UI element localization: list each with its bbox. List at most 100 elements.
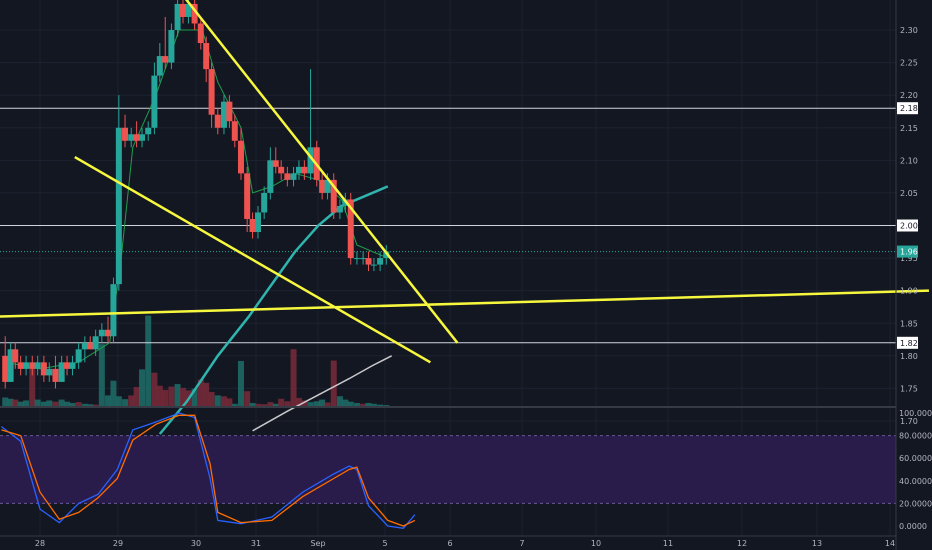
price-tick-label: 2.05: [900, 189, 918, 198]
candle-body: [208, 69, 215, 115]
volume-bar: [244, 391, 251, 408]
trendline: [74, 155, 431, 364]
volume-bar: [75, 402, 82, 408]
volume-bar: [34, 399, 41, 408]
candle-body: [377, 258, 384, 265]
volume-bar: [197, 379, 204, 408]
candle-body: [23, 362, 30, 369]
volume-bar: [168, 386, 175, 408]
trendline: [184, 0, 459, 344]
volume-ma-line: [252, 355, 393, 432]
volume-bar: [17, 401, 24, 408]
candle-body: [64, 362, 71, 369]
volume-bar: [81, 403, 88, 408]
volume-bar: [133, 387, 140, 408]
candle-body: [7, 349, 14, 382]
volume-bar: [64, 401, 71, 408]
volume-bar: [7, 398, 14, 408]
candle-body: [353, 258, 360, 260]
axis-labels: 28 29 30 31 Sep 5 6 7 10 11 12 13 14 2.30 2.25 2.20 2.15…: [35, 26, 932, 548]
volume-bar: [295, 397, 302, 408]
candle-body: [261, 192, 268, 213]
candle-body: [75, 349, 82, 363]
candle-body: [301, 166, 308, 174]
volume-bar: [272, 403, 279, 408]
candle-body: [203, 43, 210, 70]
candle-body: [105, 329, 112, 337]
date-label: 30: [191, 539, 201, 548]
candle-body: [52, 368, 59, 382]
candle-body: [330, 179, 337, 213]
oscillator-tick-label: 40.0000: [899, 477, 932, 486]
date-label: 14: [885, 539, 895, 548]
price-tick-label: 2.15: [900, 124, 918, 133]
candle-body: [249, 218, 256, 233]
date-label: 7: [519, 539, 524, 548]
last-price-label: 1.96: [900, 248, 918, 257]
candle-body: [307, 147, 314, 174]
oscillator-tick-label: 60.0000: [899, 454, 932, 463]
volume-bar: [249, 402, 256, 408]
volume-bar: [214, 395, 221, 408]
price-tick-label: 2.30: [900, 26, 918, 35]
candle-body: [17, 362, 24, 369]
volume-bar: [370, 403, 377, 408]
price-level-label: 1.82: [900, 339, 918, 348]
volume-bar: [267, 402, 274, 408]
volume-bar: [23, 400, 30, 408]
candle-body: [267, 160, 274, 193]
volume-bar: [237, 360, 244, 408]
candle-body: [324, 179, 331, 193]
candle-body: [29, 362, 36, 369]
candles: [2, 0, 390, 389]
stochastic-d-line: [1, 414, 416, 527]
volume-bar: [105, 395, 112, 408]
volume-bar: [98, 344, 105, 408]
candle-body: [244, 173, 251, 219]
volume-bar: [110, 380, 117, 408]
candle-body: [69, 362, 76, 369]
candle-body: [185, 3, 192, 17]
volume-bar: [330, 360, 337, 408]
volume-bar: [12, 399, 19, 408]
volume-bar: [46, 400, 53, 408]
volume-bar: [284, 401, 291, 408]
candle-body: [319, 179, 326, 193]
candle-body: [128, 134, 135, 141]
volume-bar: [174, 384, 181, 408]
price-level-badge: [897, 336, 918, 349]
candle-body: [226, 101, 233, 122]
volume-bar: [58, 399, 65, 408]
last-price-badge: [897, 245, 918, 258]
candle-body: [145, 127, 152, 135]
candle-body: [12, 349, 19, 363]
volume-bar: [342, 399, 349, 408]
candle-body: [115, 127, 122, 285]
price-tick-label: 1.70: [900, 417, 918, 426]
volume-bar: [313, 401, 320, 408]
candle-body: [133, 134, 140, 141]
candle-body: [180, 3, 187, 17]
volume-bar: [2, 397, 9, 408]
date-label: 31: [251, 539, 261, 548]
candle-body: [197, 23, 204, 44]
volume-bar: [365, 402, 372, 408]
date-label: 5: [382, 539, 387, 548]
price-level-badge: [897, 219, 918, 232]
volume-bar: [40, 401, 47, 408]
volume-bar: [145, 315, 152, 408]
candle-body: [34, 362, 41, 369]
stochastic-k-line: [1, 412, 416, 529]
volume-bars: [2, 315, 390, 408]
volume-bar: [254, 403, 261, 408]
candle-body: [383, 251, 390, 259]
volume-bar: [307, 402, 314, 408]
candle-body: [365, 258, 372, 265]
volume-bar: [360, 403, 367, 408]
candle-body: [168, 30, 175, 63]
volume-bar: [29, 366, 36, 408]
price-tick-label: 1.95: [900, 254, 918, 263]
candle-body: [174, 3, 181, 30]
candle-body: [220, 101, 227, 128]
